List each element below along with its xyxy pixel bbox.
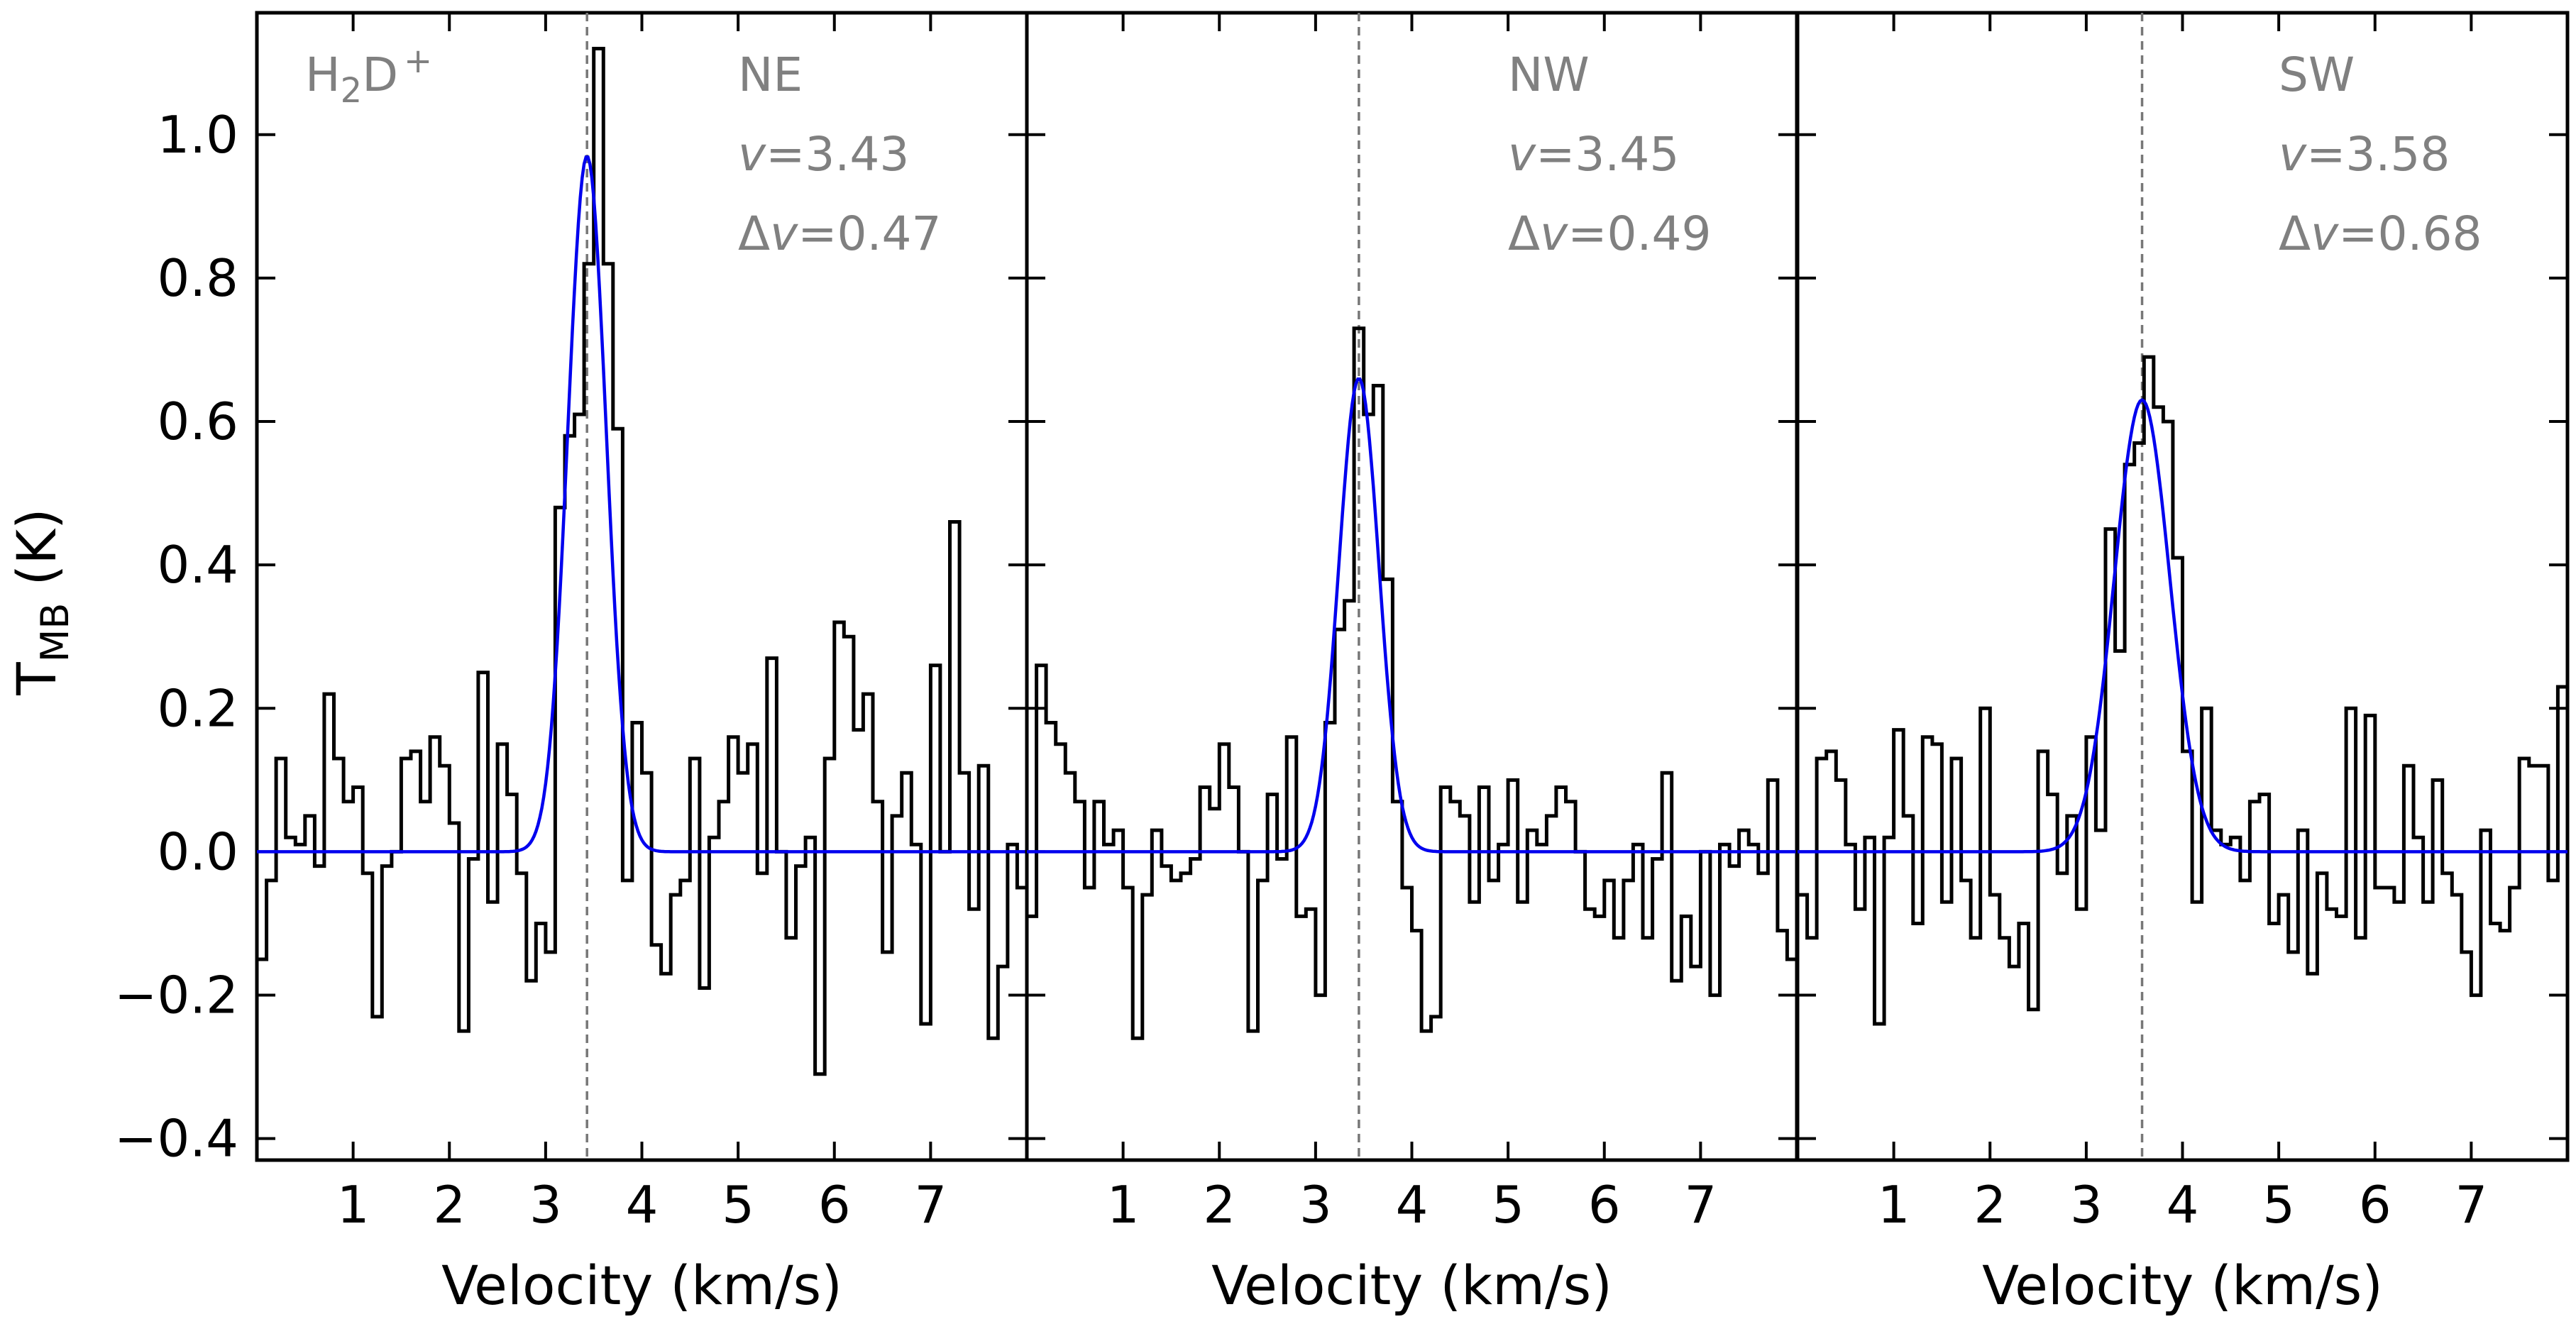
y-tick-label: 1.0	[157, 105, 238, 165]
x-tick-label: 3	[1299, 1175, 1332, 1235]
gaussian-fit	[1798, 398, 2567, 854]
spectrum-trace	[1798, 355, 2567, 1026]
region-label: NW	[1508, 48, 1590, 102]
x-tick-label: 1	[1107, 1175, 1140, 1235]
y-tick-label: −0.4	[114, 1109, 238, 1169]
y-tick-label: 0.6	[157, 392, 238, 451]
linewidth-label: Δv=0.47	[738, 206, 941, 261]
x-tick-label: 4	[1396, 1175, 1429, 1235]
x-tick-label: 6	[1588, 1175, 1621, 1235]
x-tick-label: 1	[1878, 1175, 1910, 1235]
panel-ne: 1 2 3 4 5 6 7 −0.4 −0.2 0.0 0.2 0.4 0.6 0.8 1.0 Velocit…	[114, 11, 1029, 1317]
velocity-label: v=3.45	[1508, 127, 1679, 182]
x-tick-label: 3	[2070, 1175, 2103, 1235]
linewidth-label: Δv=0.68	[2279, 206, 2482, 261]
x-axis-label: Velocity (km/s)	[1211, 1254, 1612, 1317]
x-tick-label: 5	[1492, 1175, 1524, 1235]
velocity-label: v=3.43	[738, 127, 909, 182]
x-tick-label: 6	[2359, 1175, 2391, 1235]
x-tick-label: 6	[818, 1175, 851, 1235]
x-tick-label: 1	[337, 1175, 370, 1235]
x-tick-label: 2	[1203, 1175, 1235, 1235]
x-axis-label: Velocity (km/s)	[1982, 1254, 2383, 1317]
x-tick-label: 7	[914, 1175, 947, 1235]
spectrum-trace	[257, 47, 1027, 1076]
x-tick-label: 5	[722, 1175, 754, 1235]
x-tick-label: 7	[1684, 1175, 1717, 1235]
x-tick-label: 3	[529, 1175, 562, 1235]
y-axis-label: TMB (K)	[5, 508, 77, 695]
y-tick-label: 0.2	[157, 678, 238, 738]
x-tick-label: 2	[1974, 1175, 2006, 1235]
x-tick-label: 4	[2167, 1175, 2199, 1235]
velocity-label: v=3.58	[2279, 127, 2450, 182]
gaussian-fit	[1027, 377, 1797, 854]
species-label: H2D +	[305, 41, 432, 111]
x-tick-label: 4	[626, 1175, 659, 1235]
x-tick-label: 7	[2455, 1175, 2487, 1235]
region-label: NE	[738, 48, 803, 102]
panel-nw: 1 2 3 4 5 6 7 Velocity (km/s) NW v=3.45 Δv=0.49	[1025, 11, 1799, 1317]
y-tick-label: 0.8	[157, 248, 238, 308]
spectrum-trace	[1027, 326, 1797, 1040]
x-tick-label: 5	[2262, 1175, 2295, 1235]
y-tick-label: 0.4	[157, 535, 238, 595]
y-tick-label: 0.0	[157, 822, 238, 881]
gaussian-fit	[257, 155, 1027, 854]
x-axis-label: Velocity (km/s)	[441, 1254, 842, 1317]
region-label: SW	[2279, 48, 2355, 102]
linewidth-label: Δv=0.49	[1508, 206, 1711, 261]
panel-sw: 1 2 3 4 5 6 7 Velocity (km/s) SW v=3.58 Δv=0.68	[1795, 11, 2570, 1317]
y-tick-label: −0.2	[114, 966, 238, 1025]
x-tick-label: 2	[433, 1175, 466, 1235]
